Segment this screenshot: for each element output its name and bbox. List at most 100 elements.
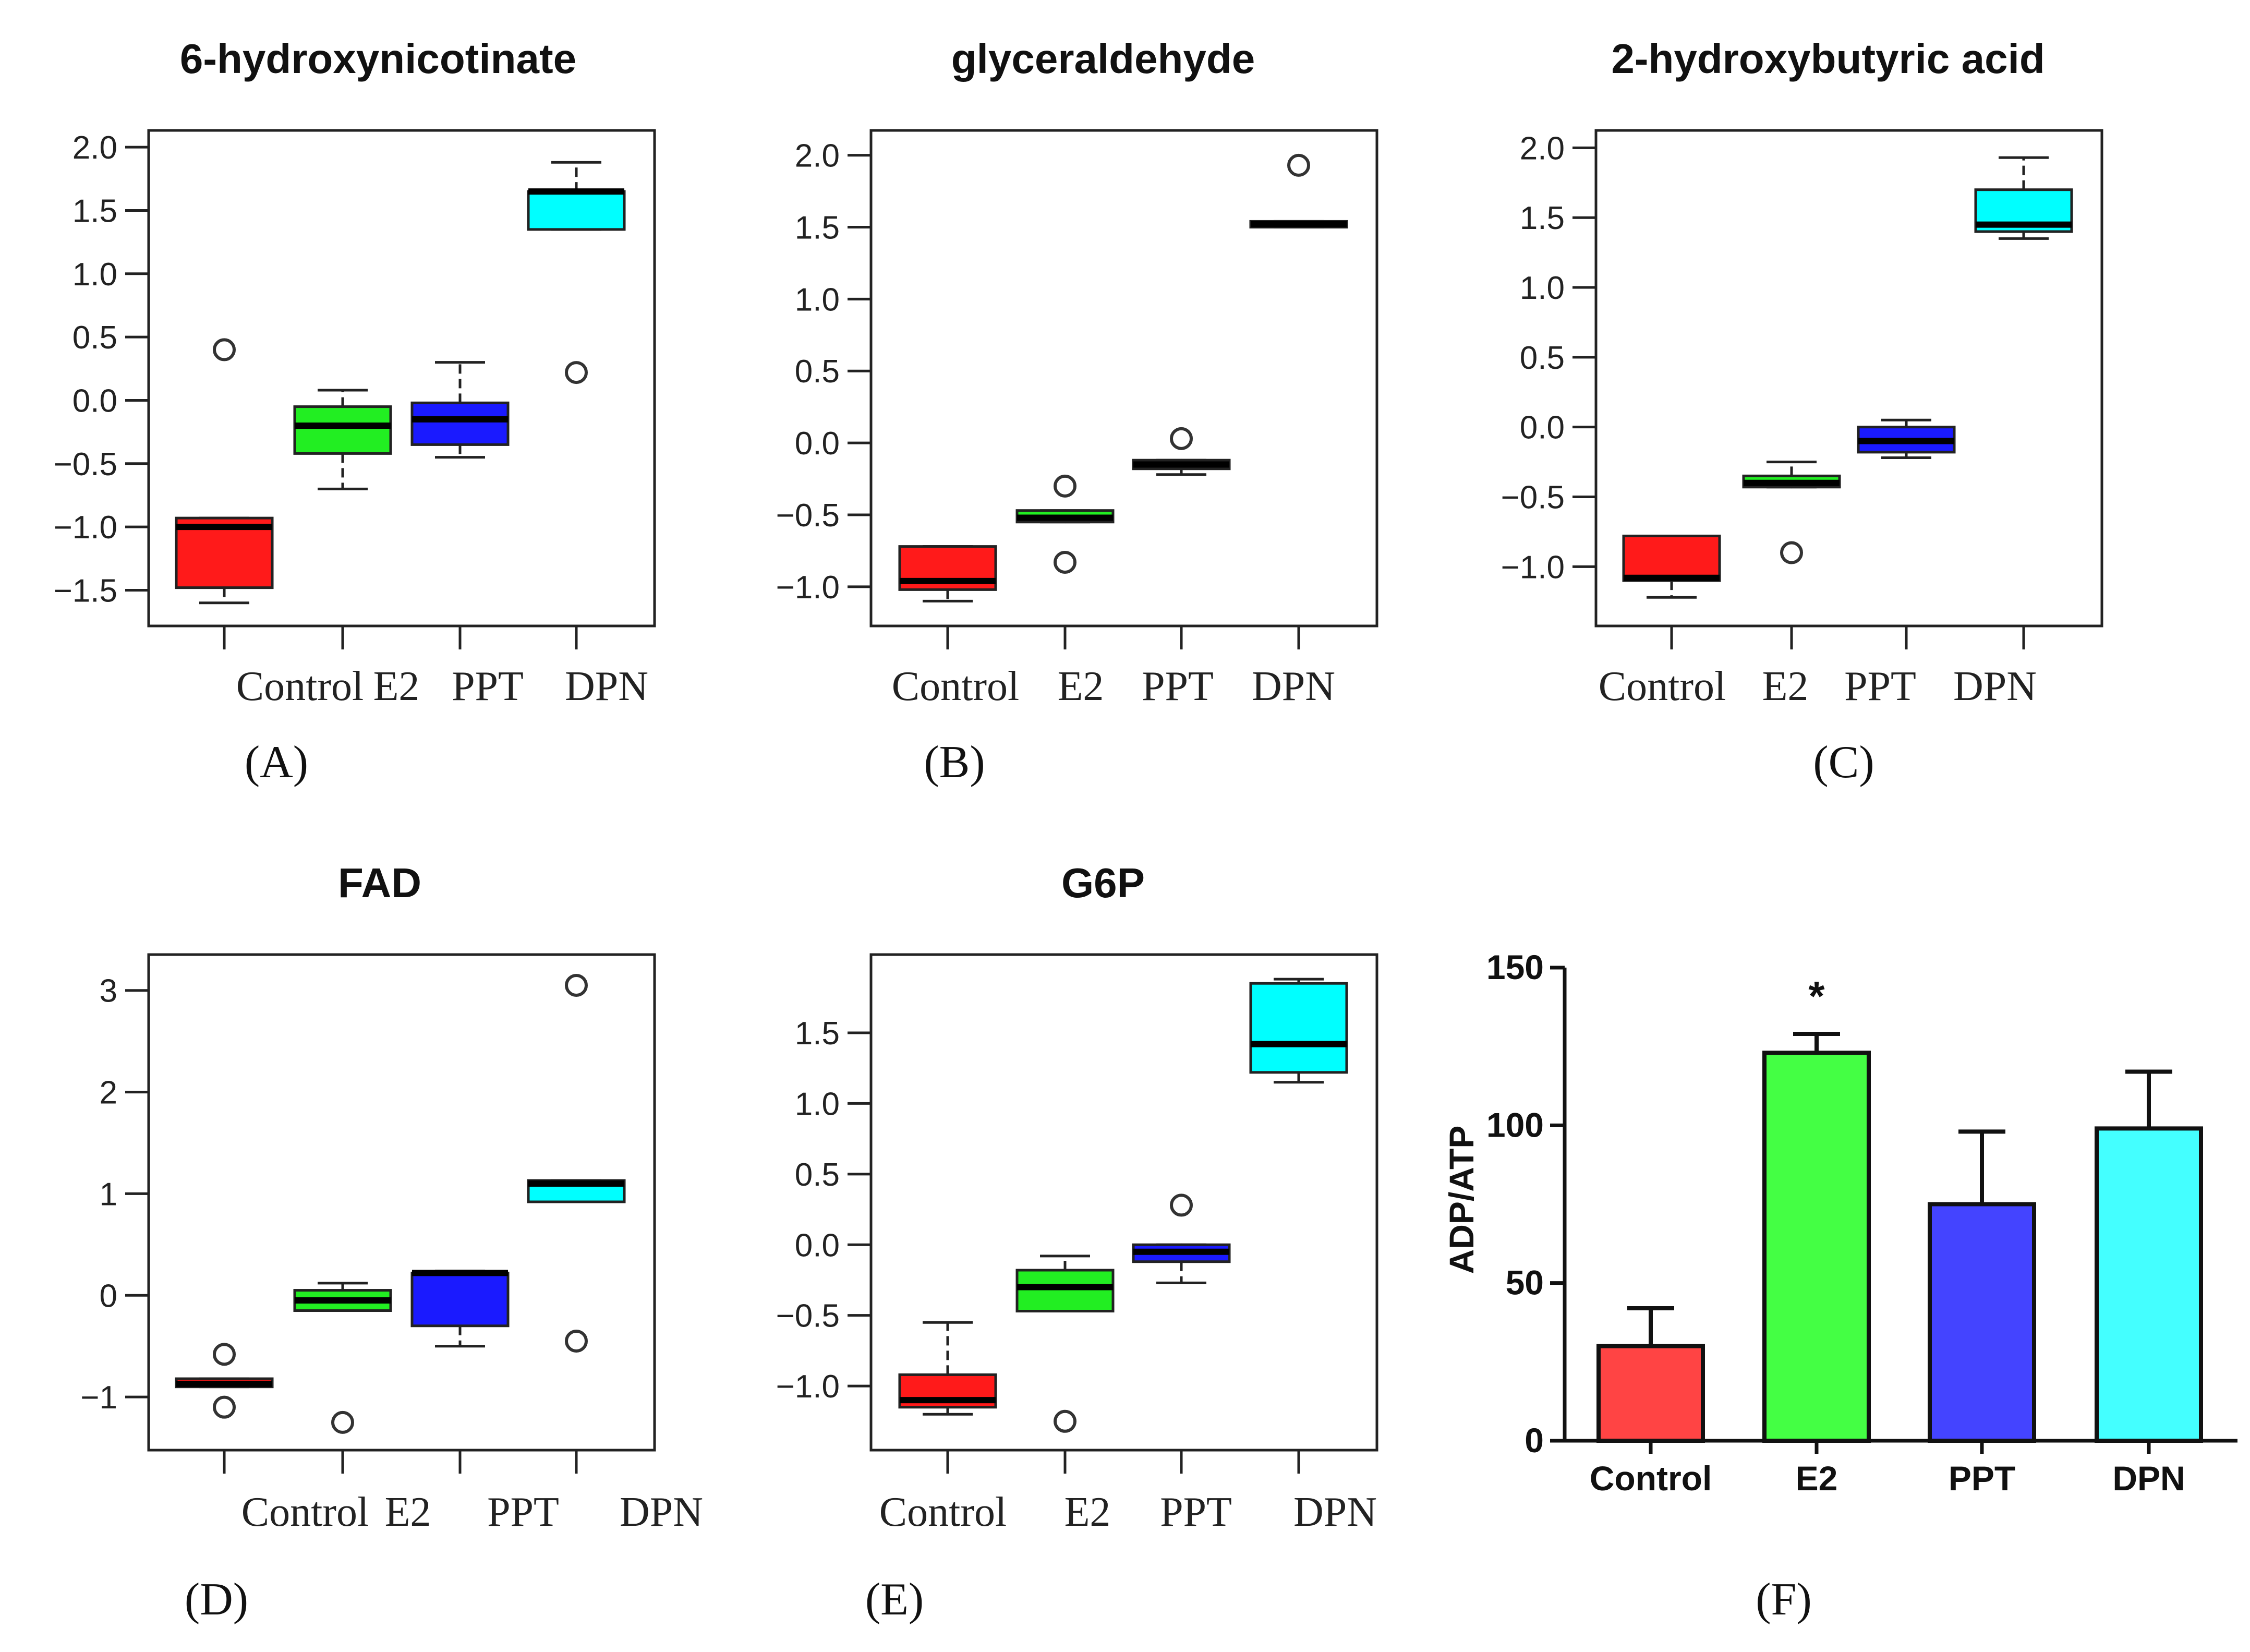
panel-c-ytick-label: 1.5 <box>1520 200 1565 236</box>
outlier-point <box>565 361 588 384</box>
outlier-point <box>1054 1409 1076 1433</box>
panel-a-ytick-label: 0.0 <box>72 383 117 419</box>
panel-b-xlabel-control: Control <box>892 664 1019 709</box>
panel-a-ytick-label: 1.0 <box>72 257 117 293</box>
outlier-point <box>1780 541 1803 564</box>
box-body <box>1622 534 1721 582</box>
outlier-point <box>1054 550 1076 574</box>
panel-f-xlabel-dpn: DPN <box>2112 1459 2185 1498</box>
bar-rect <box>1928 1202 2036 1443</box>
panel-b-yticks: −1.0 −0.5 0.0 0.5 1.0 1.5 2.0 <box>776 138 871 606</box>
panel-a-xlabel-dpn: DPN <box>565 664 648 709</box>
panel-c-box-control <box>1622 534 1721 599</box>
panel-d-xlabel-ppt: PPT <box>487 1489 559 1535</box>
panel-e-box-ppt <box>1132 1193 1231 1284</box>
panel-a-ytick-label: 1.5 <box>72 193 117 229</box>
panel-a: 6-hydroxynicotinate −1.5 −1.0 −0.5 0.0 0.5 1.… <box>54 35 656 788</box>
panel-a-ytick-label: −1.0 <box>54 510 117 546</box>
panel-b-box-ppt <box>1132 427 1231 476</box>
panel-e-ytick-label: 1.5 <box>795 1016 840 1052</box>
panel-b-ytick-label: −1.0 <box>776 570 840 606</box>
panel-d-xticks <box>223 1450 578 1474</box>
panel-f-bar-ppt: PPT <box>1928 1129 2036 1498</box>
panel-a-box-control <box>175 338 274 605</box>
panel-d-ytick-label: 2 <box>100 1075 117 1111</box>
outlier-point <box>1287 153 1310 177</box>
panel-f-significance-star: * <box>1808 973 1825 1019</box>
panel-e-xticks <box>946 1450 1300 1474</box>
outlier-point <box>213 1343 236 1366</box>
panel-d-yticks: −1 0 1 2 3 <box>80 973 149 1416</box>
panel-b-box-control <box>898 545 997 602</box>
panel-e-ytick-label: −0.5 <box>776 1298 840 1334</box>
panel-d-box-control <box>175 1343 274 1419</box>
panel-b-frame <box>869 129 1378 628</box>
panel-e-xlabel-ppt: PPT <box>1160 1489 1232 1535</box>
panel-f-bar-e2: E2 <box>1762 1031 1871 1498</box>
panel-e-xlabel-dpn: DPN <box>1293 1489 1377 1535</box>
panel-b-box-dpn <box>1249 153 1348 228</box>
panel-d-box-ppt <box>410 1270 510 1348</box>
panel-c-ytick-label: 0.5 <box>1520 340 1565 376</box>
panel-c-label: (C) <box>1813 737 1874 788</box>
panel-c-xlabel-e2: E2 <box>1762 664 1809 709</box>
panel-f-xlabel-ppt: PPT <box>1949 1459 2015 1498</box>
panel-d-ytick-label: 0 <box>100 1278 117 1314</box>
panel-b-ytick-label: 1.5 <box>795 210 840 246</box>
panel-d-ytick-label: 3 <box>100 973 117 1009</box>
panel-e: G6P −1.0−0.50.00.51.01.5 Control E2 PPT … <box>776 860 1378 1625</box>
panel-e-ytick-label: 1.0 <box>795 1086 840 1122</box>
panel-f: 0 50 100 150 Control E2 PPT DPN * ADP/ATP (F) <box>1442 948 2237 1625</box>
panel-f-xlabel-e2: E2 <box>1796 1459 1838 1498</box>
panel-a-frame <box>147 129 656 628</box>
outlier-point <box>213 1395 236 1419</box>
panel-c-title: 2-hydroxybutyric acid <box>1611 35 2045 82</box>
outlier-point <box>1170 1193 1193 1217</box>
bar-rect <box>2095 1126 2203 1443</box>
panel-c-xlabel-control: Control <box>1599 664 1726 709</box>
panel-d-xlabel-dpn: DPN <box>620 1489 703 1535</box>
panel-e-boxes <box>898 978 1348 1433</box>
panel-c-ytick-label: 2.0 <box>1520 130 1565 166</box>
panel-c-ytick-label: −0.5 <box>1501 480 1565 516</box>
panel-b: glyceraldehyde −1.0 −0.5 0.0 0.5 1.0 1.5 2.0 C… <box>776 35 1378 788</box>
panel-a-ytick-label: −1.5 <box>54 573 117 609</box>
panel-e-label: (E) <box>865 1574 924 1625</box>
panel-e-xlabel-control: Control <box>879 1489 1007 1535</box>
panel-a-box-ppt <box>410 361 510 459</box>
panel-a-ytick-label: −0.5 <box>54 447 117 483</box>
panel-e-frame <box>869 953 1378 1452</box>
panel-e-box-e2 <box>1015 1255 1115 1433</box>
bar-rect <box>1596 1344 1705 1443</box>
panel-a-xlabel-control: Control <box>236 664 364 709</box>
panel-c-ytick-label: 0.0 <box>1520 410 1565 446</box>
panel-c-box-ppt <box>1857 418 1956 460</box>
panel-d-box-e2 <box>293 1282 392 1434</box>
outlier-point <box>331 1410 354 1434</box>
panel-e-box-dpn <box>1249 978 1348 1084</box>
panel-a-box-dpn <box>527 161 626 384</box>
panel-a-boxes <box>175 161 626 605</box>
panel-d-ytick-label: 1 <box>100 1176 117 1212</box>
panel-e-ytick-label: 0.5 <box>795 1157 840 1193</box>
panel-c-xlabel-dpn: DPN <box>1953 664 2037 709</box>
panel-f-ylabel: ADP/ATP <box>1442 1126 1481 1274</box>
panel-f-label: (F) <box>1756 1574 1812 1625</box>
panel-b-ytick-label: 0.5 <box>795 354 840 390</box>
panel-f-bar-dpn: DPN <box>2095 1069 2203 1498</box>
panel-c-xticks <box>1670 626 2025 649</box>
panel-c-yticks: −1.0 −0.5 0.0 0.5 1.0 1.5 2.0 <box>1501 130 1596 585</box>
panel-f-ytick-label: 0 <box>1525 1421 1544 1460</box>
panel-e-title: G6P <box>1061 860 1145 906</box>
panel-d-label: (D) <box>185 1574 248 1625</box>
panel-f-ytick-label: 50 <box>1506 1263 1544 1302</box>
panel-a-xlabel-e2: E2 <box>373 664 420 709</box>
panel-e-ytick-label: −1.0 <box>776 1369 840 1405</box>
outlier-point <box>565 973 588 997</box>
panel-f-yticks: 0 50 100 150 <box>1486 948 1565 1460</box>
panel-d-boxes <box>175 973 626 1434</box>
panel-b-title: glyceraldehyde <box>951 35 1255 82</box>
panel-b-xlabel-e2: E2 <box>1058 664 1104 709</box>
panel-b-ytick-label: 2.0 <box>795 138 840 174</box>
